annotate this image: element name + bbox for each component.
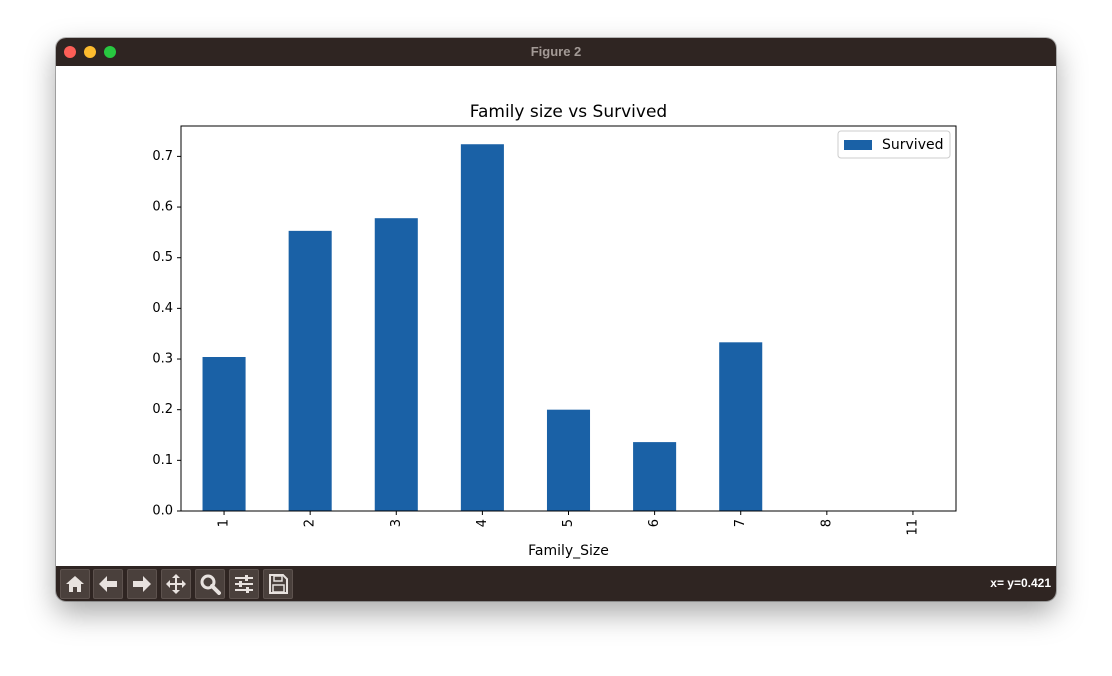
x-tick-label: 3: [389, 519, 404, 527]
bar: [374, 218, 418, 511]
back-icon: [99, 576, 117, 592]
legend-label: Survived: [882, 137, 943, 153]
y-tick-label: 0.6: [152, 200, 173, 215]
bar: [719, 342, 763, 511]
x-tick-label: 7: [733, 519, 748, 527]
zoom-button[interactable]: [195, 569, 225, 599]
configure-button[interactable]: [229, 569, 259, 599]
configure-icon: [235, 575, 253, 593]
minimize-window-button[interactable]: [84, 46, 96, 58]
chart-title: Family size vs Survived: [470, 102, 667, 122]
legend: Survived: [837, 130, 951, 159]
window-title: Figure 2: [530, 44, 582, 59]
x-tick-label: 5: [561, 519, 576, 527]
x-tick-label: 6: [647, 519, 662, 527]
y-tick-label: 0.1: [152, 453, 173, 468]
x-axis-label: Family_Size: [528, 543, 609, 559]
zoom-icon: [200, 574, 221, 595]
cursor-coordinates: x= y=0.421: [990, 576, 1051, 590]
bar-chart: 0.0 0.1 0.2 0.3 0.4 0.5 0.6 0.7 1 2 3 4 5 6 7 8 11 Fami…: [152, 102, 957, 559]
back-button[interactable]: [93, 569, 123, 599]
bar: [288, 230, 332, 511]
bar: [460, 144, 504, 511]
figure-canvas[interactable]: 0.0 0.1 0.2 0.3 0.4 0.5 0.6 0.7 1 2 3 4 5 6 7 8 11 Fami…: [56, 66, 1056, 566]
y-tick-label: 0.2: [152, 402, 173, 417]
x-tick-label: 4: [475, 519, 490, 527]
figure-window: Figure 2 0.0 0.1 0.2 0.3 0.4 0.5 0.6 0.7 1 2 3 4 5 6…: [56, 38, 1056, 601]
title-bar: Figure 2: [56, 38, 1056, 66]
zoom-window-button[interactable]: [104, 46, 116, 58]
y-tick-label: 0.5: [152, 250, 173, 265]
x-tick-label: 2: [303, 519, 318, 527]
y-tick-label: 0.0: [152, 504, 173, 519]
navigation-toolbar: x= y=0.421: [56, 566, 1056, 601]
x-tick-label: 11: [905, 519, 920, 536]
save-icon: [269, 574, 288, 594]
bar: [546, 409, 591, 511]
forward-button[interactable]: [127, 569, 157, 599]
x-tick-label: 8: [819, 519, 834, 527]
home-icon: [66, 576, 84, 592]
legend-box: [837, 130, 951, 159]
save-button[interactable]: [263, 569, 293, 599]
pan-icon: [166, 574, 186, 594]
x-tick-label: 1: [217, 519, 232, 527]
close-window-button[interactable]: [64, 46, 76, 58]
y-tick-label: 0.7: [152, 149, 173, 164]
bar: [633, 442, 677, 511]
y-tick-label: 0.3: [152, 352, 173, 367]
forward-icon: [133, 576, 151, 592]
y-tick-label: 0.4: [152, 301, 173, 316]
pan-button[interactable]: [161, 569, 191, 599]
bar: [202, 357, 246, 511]
legend-swatch: [844, 140, 872, 150]
home-button[interactable]: [60, 569, 90, 599]
